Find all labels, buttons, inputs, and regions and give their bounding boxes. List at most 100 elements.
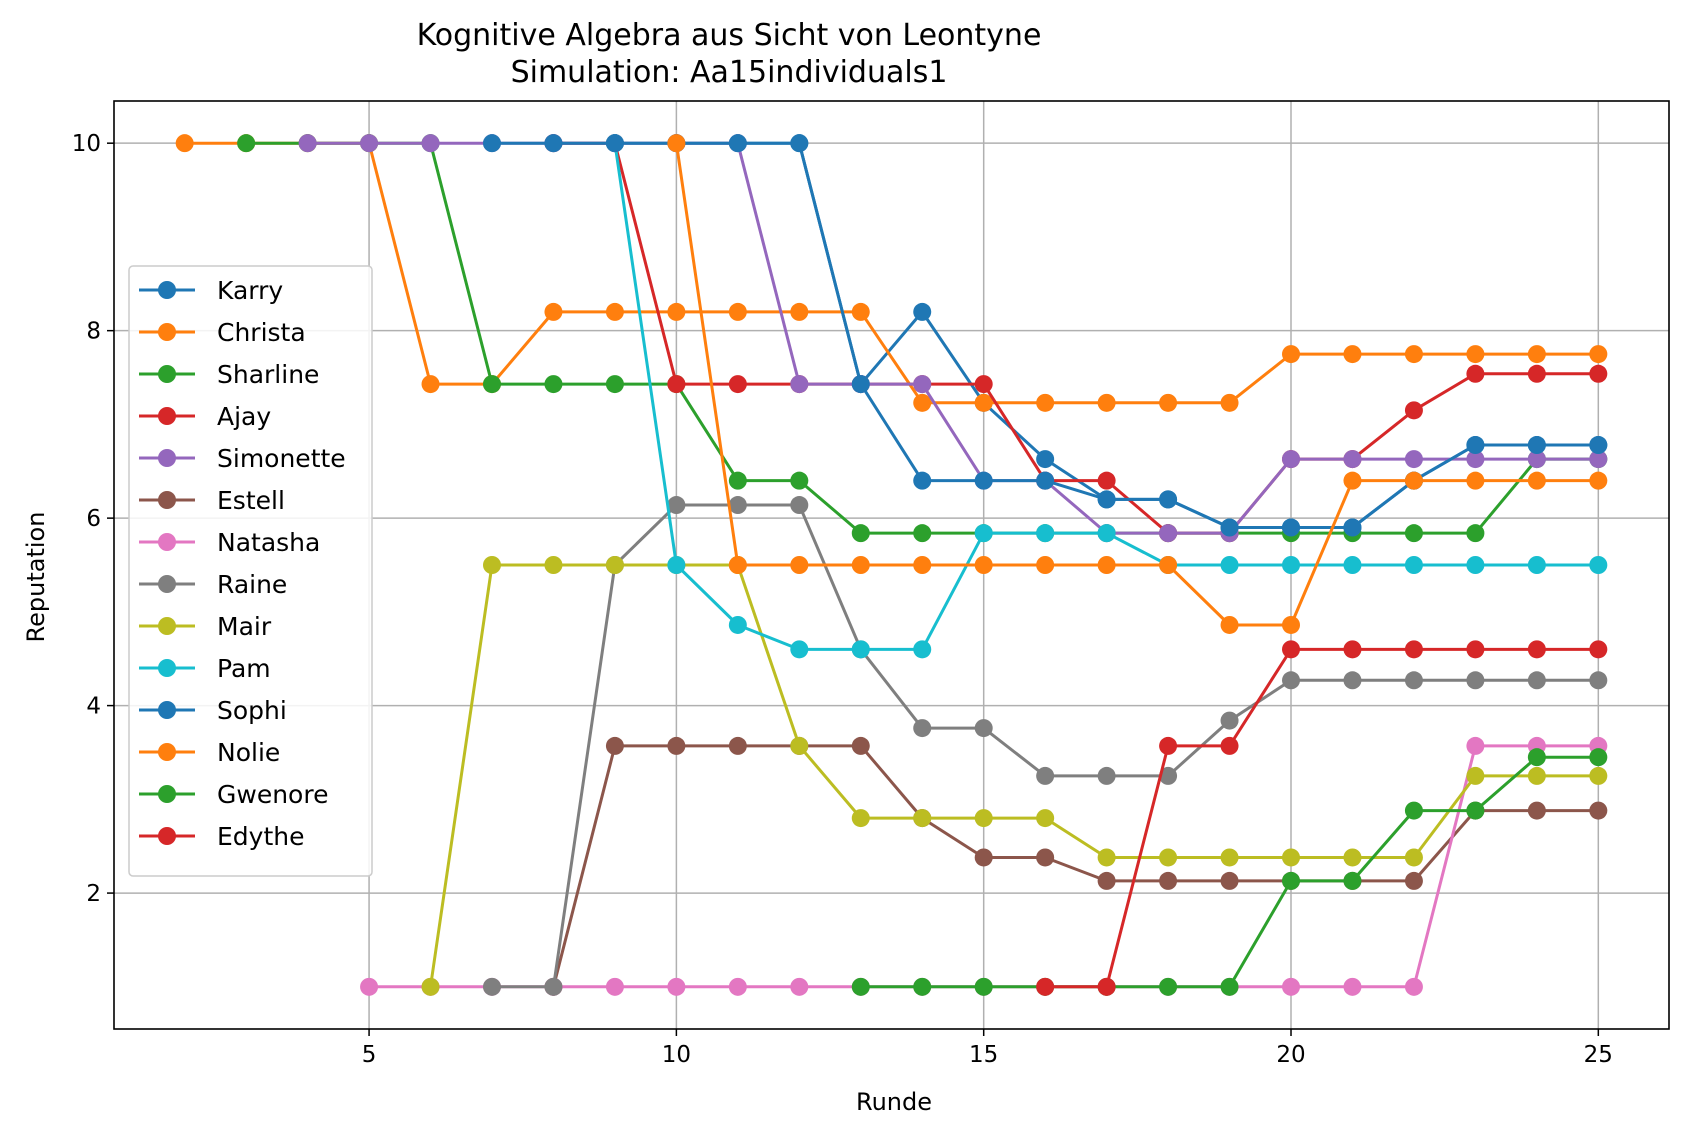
data-point-pam xyxy=(1097,524,1116,543)
data-point-natasha xyxy=(605,977,624,996)
series-gwenore xyxy=(851,748,1608,996)
data-point-sharline xyxy=(1466,524,1485,543)
data-point-christa xyxy=(1404,345,1423,364)
data-point-gwenore xyxy=(1343,871,1362,890)
data-point-mair xyxy=(913,809,932,828)
data-point-raine xyxy=(1220,711,1239,730)
legend-entry-pam: Pam xyxy=(139,654,271,683)
data-point-ajay xyxy=(974,375,993,394)
data-point-mair xyxy=(1036,809,1055,828)
legend-entry-estell: Estell xyxy=(139,486,285,515)
data-point-simonette xyxy=(1404,450,1423,469)
data-point-sophi xyxy=(1159,490,1178,509)
x-tick-label: 25 xyxy=(1584,1042,1613,1068)
data-point-estell xyxy=(1220,871,1239,890)
data-point-edythe xyxy=(1404,640,1423,659)
data-point-karry xyxy=(913,302,932,321)
data-point-mair xyxy=(1097,848,1116,867)
y-tick-label: 2 xyxy=(86,881,101,907)
data-point-raine xyxy=(974,719,993,738)
data-point-sharline xyxy=(605,375,624,394)
data-point-sharline xyxy=(728,471,747,490)
data-point-nolie xyxy=(851,556,870,574)
legend-label: Estell xyxy=(217,486,285,515)
data-point-simonette xyxy=(913,375,932,394)
y-axis-ticks: 2 4 6 8 10 xyxy=(72,131,114,907)
y-tick-label: 8 xyxy=(86,319,101,345)
data-point-estell xyxy=(1097,871,1116,890)
x-axis-label: Runde xyxy=(856,1088,932,1116)
data-point-nolie xyxy=(1343,471,1362,490)
legend-label: Edythe xyxy=(217,822,305,851)
legend-swatch-marker xyxy=(158,281,176,299)
legend-entry-simonette: Simonette xyxy=(139,444,346,473)
data-point-mair xyxy=(605,556,624,574)
data-point-sophi xyxy=(482,134,501,153)
series-edythe xyxy=(1036,640,1608,996)
series-layer xyxy=(175,134,1608,996)
data-point-simonette xyxy=(360,134,379,153)
legend-box xyxy=(128,265,373,877)
data-point-sophi xyxy=(1466,436,1485,455)
data-point-simonette xyxy=(1159,524,1178,543)
legend-swatch-marker xyxy=(158,491,176,509)
data-point-gwenore xyxy=(974,977,993,996)
data-point-mair xyxy=(1466,766,1485,785)
data-point-simonette xyxy=(1466,450,1485,469)
chart-title: Kognitive Algebra aus Sicht von Leontyne xyxy=(417,18,1042,53)
data-point-ajay xyxy=(728,375,747,394)
data-point-gwenore xyxy=(851,977,870,996)
data-point-estell xyxy=(1589,801,1608,820)
data-point-mair xyxy=(482,556,501,574)
legend-entry-sharline: Sharline xyxy=(139,360,319,389)
data-point-estell xyxy=(974,848,993,867)
data-point-estell xyxy=(728,736,747,755)
data-point-natasha xyxy=(1466,736,1485,755)
x-tick-label: 15 xyxy=(969,1042,998,1068)
legend-swatch-marker xyxy=(158,533,176,551)
data-point-edythe xyxy=(1527,640,1546,659)
data-point-nolie xyxy=(1097,556,1116,574)
data-point-nolie xyxy=(667,134,686,153)
legend-swatch-marker xyxy=(158,323,176,341)
data-point-sophi xyxy=(728,134,747,153)
data-point-mair xyxy=(1404,848,1423,867)
data-point-edythe xyxy=(1220,736,1239,755)
legend-swatch-marker xyxy=(158,743,176,761)
data-point-estell xyxy=(1036,848,1055,867)
data-point-sophi xyxy=(1282,518,1301,537)
data-point-estell xyxy=(1404,871,1423,890)
data-point-pam xyxy=(1220,556,1239,574)
data-point-pam xyxy=(974,524,993,543)
data-point-mair xyxy=(851,809,870,828)
legend-label: Natasha xyxy=(217,528,320,557)
data-point-raine xyxy=(1404,671,1423,690)
data-point-pam xyxy=(1589,556,1608,574)
data-point-mair xyxy=(1343,848,1362,867)
data-point-christa xyxy=(1282,345,1301,364)
legend-entry-karry: Karry xyxy=(139,276,283,305)
data-point-pam xyxy=(728,615,747,634)
legend-entry-natasha: Natasha xyxy=(139,528,320,557)
data-point-natasha xyxy=(360,977,379,996)
data-point-estell xyxy=(851,736,870,755)
data-point-gwenore xyxy=(913,977,932,996)
legend-swatch-marker xyxy=(158,701,176,719)
series-pam xyxy=(605,134,1608,659)
data-point-sharline xyxy=(913,524,932,543)
series-line-mair xyxy=(429,563,1599,988)
data-point-christa xyxy=(913,393,932,412)
data-point-natasha xyxy=(1404,977,1423,996)
data-point-edythe xyxy=(1466,640,1485,659)
legend-swatch-marker xyxy=(158,449,176,467)
data-point-raine xyxy=(913,719,932,738)
data-point-pam xyxy=(1466,556,1485,574)
data-point-gwenore xyxy=(1527,748,1546,767)
data-point-nolie xyxy=(913,556,932,574)
series-nolie xyxy=(667,134,1608,634)
legend-entry-christa: Christa xyxy=(139,318,306,347)
legend-entry-raine: Raine xyxy=(139,570,287,599)
data-point-christa xyxy=(421,375,440,394)
data-point-mair xyxy=(1220,848,1239,867)
data-point-sophi xyxy=(974,471,993,490)
